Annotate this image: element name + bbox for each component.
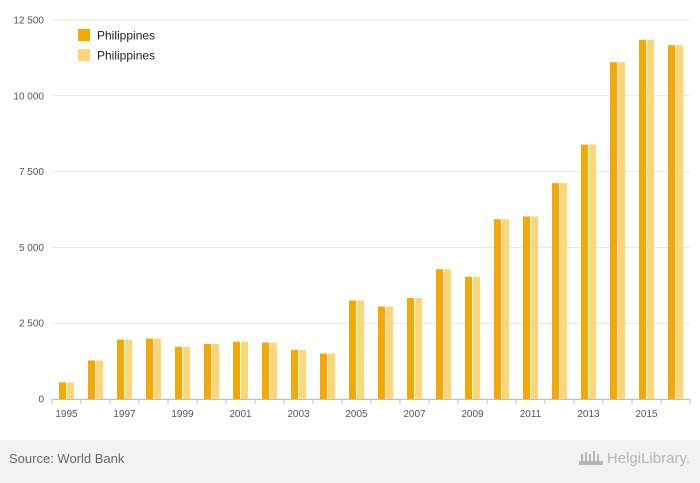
legend-swatch — [78, 49, 90, 61]
y-tick-label: 10 000 — [13, 91, 44, 102]
bar — [233, 341, 240, 399]
bar — [668, 45, 675, 400]
helgi-library-logo-icon — [578, 451, 603, 465]
bar — [581, 144, 588, 399]
y-tick-label: 2 500 — [19, 319, 44, 330]
bar — [444, 269, 451, 399]
x-tick-label: 2015 — [635, 409, 658, 420]
bar — [531, 216, 538, 399]
x-tick-label: 2003 — [287, 409, 310, 420]
bar — [357, 300, 364, 399]
legend: Philippines Philippines — [78, 29, 155, 63]
bar — [647, 39, 654, 399]
legend-label: Philippines — [97, 49, 155, 63]
bar — [610, 62, 617, 399]
bars — [59, 39, 683, 400]
bar — [212, 343, 219, 399]
bar — [676, 45, 683, 400]
bar — [552, 183, 559, 399]
x-tick-label: 2009 — [461, 409, 484, 420]
bar — [146, 338, 153, 399]
helgi-library-logo[interactable]: HelgiLibrary. — [578, 449, 690, 467]
bar — [320, 353, 327, 399]
y-tick-label: 12 500 — [13, 16, 44, 27]
bar — [262, 342, 269, 399]
bar — [328, 353, 335, 399]
x-tick-label: 2011 — [520, 409, 542, 420]
bar — [183, 346, 190, 399]
bar — [618, 62, 625, 399]
bar — [88, 360, 95, 399]
x-axis: 1995 1997 1999 2001 2003 2005 2007 2009 2011 2013… — [51, 399, 691, 420]
x-tick-label: 2005 — [345, 409, 368, 420]
footer: Source: World Bank HelgiLibrary. — [0, 440, 700, 483]
x-tick-label: 1999 — [171, 409, 194, 420]
bar — [378, 306, 385, 399]
x-tick-label: 2007 — [403, 409, 426, 420]
bar — [96, 360, 103, 399]
bar — [386, 306, 393, 399]
bar — [639, 39, 646, 399]
legend-label: Philippines — [97, 29, 155, 43]
bar — [241, 341, 248, 399]
source-label: Source: World Bank — [9, 451, 125, 466]
y-tick-label: 5 000 — [19, 243, 44, 254]
bar — [117, 339, 124, 399]
x-tick-label: 2001 — [229, 409, 252, 420]
bar — [494, 219, 501, 399]
y-axis-tick-labels: 0 2 500 5 000 7 500 10 000 12 500 — [13, 16, 44, 406]
bar — [502, 219, 509, 399]
bar — [523, 216, 530, 399]
bar — [291, 349, 298, 399]
x-tick-label: 1997 — [113, 409, 136, 420]
bar — [473, 276, 480, 399]
y-tick-label: 7 500 — [19, 167, 44, 178]
bar — [175, 346, 182, 399]
y-tick-label: 0 — [38, 395, 44, 406]
bar — [436, 269, 443, 399]
legend-swatch — [78, 29, 90, 41]
bar — [270, 342, 277, 399]
bar — [415, 298, 422, 399]
bar — [299, 349, 306, 399]
bar — [407, 298, 414, 399]
bar — [59, 382, 66, 399]
bar — [349, 300, 356, 399]
x-tick-label: 1995 — [55, 409, 78, 420]
bar — [589, 144, 596, 399]
x-tick-label: 2013 — [577, 409, 600, 420]
bar — [125, 339, 132, 399]
bar — [154, 338, 161, 399]
bar — [560, 183, 567, 399]
bar — [204, 343, 211, 399]
bar — [465, 276, 472, 399]
logo-text: HelgiLibrary. — [606, 449, 690, 467]
bar — [67, 382, 74, 399]
